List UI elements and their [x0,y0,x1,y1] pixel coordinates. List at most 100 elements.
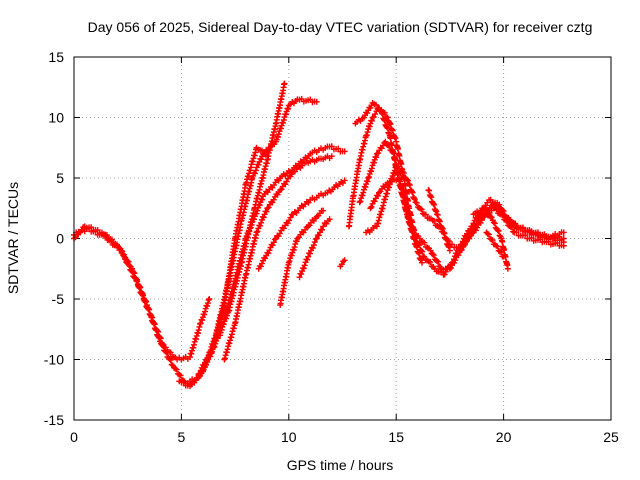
data-marker [472,227,479,234]
x-tick-label-5: 25 [603,429,619,445]
data-marker [488,214,495,221]
data-marker [409,228,416,235]
data-marker [430,200,437,207]
data-marker [373,154,380,161]
data-marker [311,239,318,246]
data-marker [480,214,487,221]
series-track-i [296,216,333,281]
data-marker [432,207,439,214]
data-marker [477,219,484,226]
data-marker [255,161,262,168]
chart-title: Day 056 of 2025, Sidereal Day-to-day VTE… [88,19,593,35]
data-point [296,274,303,281]
data-marker [204,303,211,310]
data-marker [139,292,146,299]
data-marker [388,126,395,133]
data-marker [270,239,277,246]
y-tick-label-0: -15 [44,412,64,428]
data-marker [150,320,157,327]
data-point [264,205,271,212]
data-marker [265,204,272,211]
data-marker [496,232,503,239]
data-marker [413,243,420,250]
data-marker [121,253,128,260]
data-marker [408,188,415,195]
data-marker [159,340,166,347]
data-marker [287,173,294,180]
data-point [320,207,327,214]
data-point [373,150,380,157]
x-tick-label-3: 15 [388,429,404,445]
data-marker [495,227,502,234]
data-marker [167,357,174,364]
data-marker [362,184,369,191]
data-point [446,247,453,254]
data-marker [417,256,424,263]
y-tick-label-5: 10 [48,110,64,126]
data-marker [259,196,266,203]
series-track-f [221,153,335,363]
data-marker [441,230,448,237]
data-marker [495,204,502,211]
data-marker [493,242,500,249]
data-marker [368,168,375,175]
data-marker [247,224,254,231]
data-marker [280,117,287,124]
data-marker [379,111,386,118]
data-marker [142,299,149,306]
tick-layer: 0 5 10 15 20 25 -15 -10 -5 0 5 10 15 [44,49,619,445]
data-marker [274,191,281,198]
data-marker [257,263,264,270]
data-marker [309,245,316,252]
series-track-j [337,257,348,270]
data-marker [102,233,109,240]
data-marker [262,255,269,262]
data-marker [253,210,260,217]
x-axis-label: GPS time / hours [287,457,394,473]
data-marker [122,254,129,261]
data-marker [283,178,290,185]
y-tick-label-2: -5 [52,291,65,307]
data-point [500,211,507,218]
data-marker [254,228,261,235]
series-track-s [483,229,507,260]
data-point [356,199,363,206]
data-marker [446,244,453,251]
data-marker [248,221,255,228]
data-marker [288,252,295,259]
data-marker [266,247,273,254]
data-marker [328,143,335,150]
data-marker [365,173,372,180]
data-marker [491,220,498,227]
data-marker [251,170,258,177]
data-marker [136,284,143,291]
data-marker [363,132,370,139]
data-marker [300,265,307,272]
data-point [403,211,410,218]
data-marker [139,291,146,298]
data-marker [263,208,270,215]
data-marker [489,237,496,244]
x-tick-label-2: 10 [281,429,297,445]
data-marker [286,258,293,265]
data-point [365,175,372,181]
data-marker [208,349,215,356]
data-marker [86,225,93,232]
data-point [393,177,400,184]
y-tick-label-1: -10 [44,352,64,368]
data-marker [386,142,393,149]
data-marker [419,210,426,217]
data-marker [196,370,203,377]
data-marker [211,343,218,350]
data-marker [141,298,148,305]
data-marker [167,349,174,356]
data-marker [212,340,219,347]
data-marker [254,207,261,214]
data-marker [449,241,456,248]
data-marker [384,125,391,132]
data-point [412,199,419,206]
data-point [320,223,327,230]
data-point [277,187,284,194]
data-point [305,253,312,260]
data-marker [319,226,326,233]
